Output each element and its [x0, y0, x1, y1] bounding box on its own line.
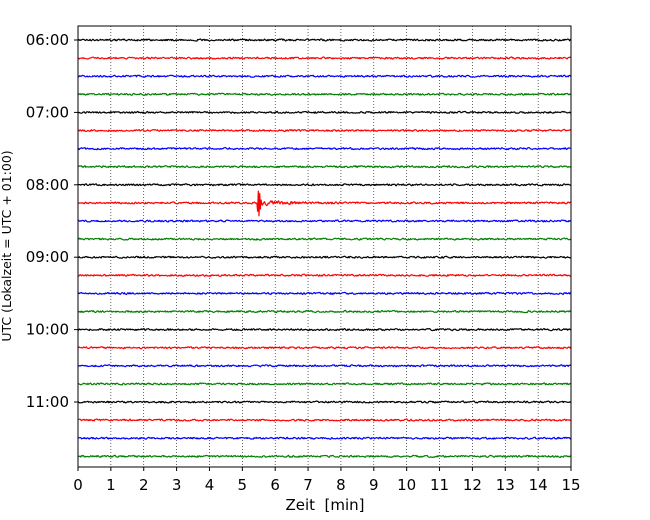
seismogram-trace	[77, 92, 572, 96]
x-tick-label: 13	[496, 476, 515, 494]
seismogram-trace	[77, 165, 572, 169]
x-tick-label: 3	[172, 476, 182, 494]
y-axis-ticks: 06:00 07:00 08:00 09:00 10:00 11:00	[26, 31, 78, 411]
y-tick-label: 07:00	[26, 103, 69, 121]
seismogram-trace	[77, 291, 572, 295]
plot-frame	[77, 25, 572, 468]
seismogram-trace	[77, 454, 572, 458]
x-tick-label: 14	[529, 476, 548, 494]
seismogram-trace	[77, 382, 571, 386]
x-axis-ticks: 0 1 2 3 4 5 6 7 8 9 10 11 12 13 14 15	[73, 467, 581, 494]
y-tick-label: 10:00	[26, 321, 69, 339]
x-tick-label: 11	[430, 476, 449, 494]
x-tick-label: 8	[336, 476, 346, 494]
x-tick-label: 4	[205, 476, 215, 494]
x-tick-label: 0	[73, 476, 83, 494]
seismogram-trace	[77, 273, 572, 277]
seismogram-trace	[77, 418, 572, 422]
seismogram-traces	[77, 38, 572, 458]
seismogram-trace	[77, 190, 572, 217]
seismogram-trace	[77, 237, 572, 241]
seismogram-trace	[77, 346, 572, 350]
seismogram-trace	[77, 183, 572, 187]
y-tick-label: 08:00	[26, 176, 69, 194]
seismogram-trace	[77, 309, 572, 314]
seismogram-trace	[77, 219, 572, 223]
x-tick-label: 10	[397, 476, 416, 494]
x-tick-label: 5	[238, 476, 248, 494]
y-tick-label: 09:00	[26, 248, 69, 266]
x-tick-label: 1	[106, 476, 116, 494]
seismogram-trace	[77, 110, 572, 114]
seismogram-trace	[78, 74, 572, 78]
seismogram-trace	[77, 38, 572, 42]
seismogram-trace	[77, 400, 572, 404]
x-tick-label: 7	[303, 476, 313, 494]
y-tick-label: 11:00	[26, 393, 69, 411]
y-axis-label: UTC (Lokalzeit = UTC + 01:00)	[0, 150, 14, 341]
y-tick-label: 06:00	[26, 31, 69, 49]
x-tick-label: 2	[139, 476, 149, 494]
x-tick-label: 9	[369, 476, 379, 494]
x-tick-label: 6	[270, 476, 280, 494]
seismogram-trace	[77, 128, 572, 133]
x-axis-label: Zeit [min]	[285, 496, 364, 514]
x-tick-label: 12	[463, 476, 482, 494]
seismogram-trace	[77, 56, 572, 60]
x-tick-label: 15	[561, 476, 580, 494]
seismogram-trace	[77, 364, 572, 368]
seismogram-trace	[77, 255, 572, 259]
seismogram-trace	[78, 328, 571, 332]
seismogram-trace	[77, 436, 572, 440]
seismogram-trace	[77, 147, 572, 151]
